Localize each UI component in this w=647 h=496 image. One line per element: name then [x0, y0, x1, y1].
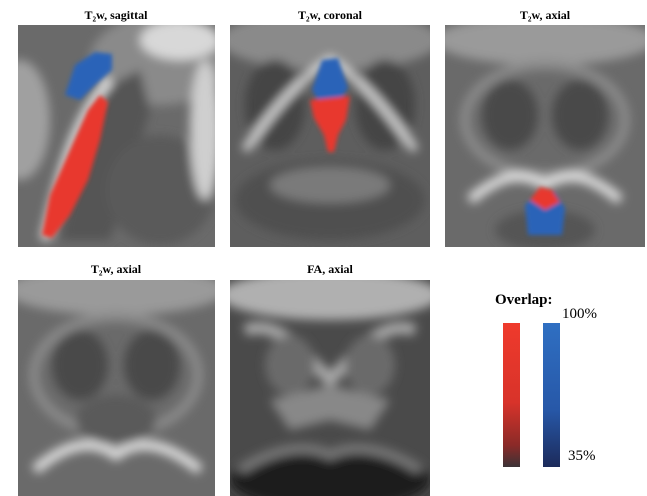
panel-title: FA, axial [307, 262, 353, 276]
figure: T₂w, sagittal T₂w, coronal T₂w, axial T₂… [0, 0, 647, 496]
legend: Overlap: 100% 35% [495, 292, 597, 467]
panel-title: T₂w, sagittal [85, 8, 149, 22]
panel-title: T₂w, coronal [298, 8, 363, 22]
panel-title: T₂w, axial [520, 8, 571, 22]
panel-title: T₂w, axial [91, 262, 142, 276]
panel-fa-axial [220, 270, 440, 496]
colorbar-red [503, 323, 520, 467]
legend-title: Overlap: [495, 292, 553, 308]
panel-axial-overlay [435, 15, 647, 250]
legend-min: 35% [568, 448, 596, 464]
legend-max: 100% [562, 306, 597, 322]
panel-coronal [220, 10, 440, 247]
panel-axial-t2w [6, 265, 226, 496]
panel-sagittal [0, 15, 230, 247]
colorbar-blue [543, 323, 560, 467]
